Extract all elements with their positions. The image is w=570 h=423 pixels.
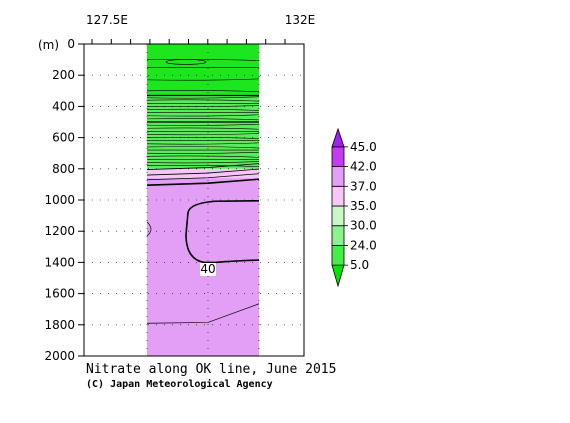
- colorbar-label: 30.0: [350, 219, 377, 233]
- y-tick-label: 1600: [44, 287, 75, 301]
- contour-line: [146, 105, 260, 108]
- contour-line: [146, 168, 260, 176]
- contour-line: [146, 118, 260, 121]
- colorbar-swatch: [331, 225, 345, 246]
- y-tick-label: 800: [52, 162, 75, 176]
- contour-line: [146, 161, 260, 164]
- contour-line: [146, 173, 260, 181]
- colorbar-arrow-high: [331, 127, 345, 148]
- contour-line: [146, 108, 260, 111]
- colorbar-label: 35.0: [350, 199, 377, 213]
- zone-0: [147, 44, 259, 96]
- contour-line: [146, 96, 260, 99]
- contour-line: [146, 136, 260, 139]
- contour-label: 40: [200, 262, 215, 276]
- contour-line: [146, 58, 260, 61]
- y-axis: 0 200 400 600 800 1000 1200 1400 1600 1800 2000: [44, 37, 84, 363]
- contour-line: [146, 90, 260, 93]
- contour-line: [146, 151, 260, 154]
- y-tick-label: 1200: [44, 224, 75, 238]
- colorbar-arrow-low: [331, 264, 345, 288]
- contour-line: [146, 114, 260, 117]
- contour-line: [146, 163, 260, 170]
- contour-line: [146, 127, 260, 130]
- contour-line: [146, 155, 260, 158]
- colorbar-label: 24.0: [350, 238, 377, 252]
- y-tick-label: 1000: [44, 193, 75, 207]
- chart-credit: (C) Japan Meteorological Agency: [86, 378, 273, 390]
- contour-line: [146, 221, 152, 237]
- colorbar-label: 45.0: [350, 140, 377, 154]
- colorbar-label: 42.0: [350, 160, 377, 174]
- y-tick-label: 400: [52, 99, 75, 113]
- colorbar-swatch: [331, 166, 345, 187]
- x-tick-label: 132E: [285, 13, 316, 27]
- contour-lines: [146, 58, 260, 324]
- contour-line: [146, 142, 260, 145]
- contour-40-line: [185, 199, 260, 264]
- contour-label-box: 40: [200, 262, 216, 276]
- y-tick-label: 200: [52, 68, 75, 82]
- colorbar-swatch: [331, 146, 345, 167]
- contour-line: [146, 99, 260, 102]
- y-axis-label: (m): [38, 38, 59, 52]
- x-tick-label: 127.5E: [86, 13, 128, 27]
- contour-line: [146, 146, 260, 149]
- data-zones: [147, 44, 259, 356]
- colorbar-label: 5.0: [350, 258, 369, 272]
- y-tick-label: 1400: [44, 255, 75, 269]
- y-tick-label: 600: [52, 131, 75, 145]
- contour-line: [165, 59, 207, 65]
- colorbar-swatch: [331, 205, 345, 227]
- chart-title: Nitrate along OK line, June 2015: [86, 362, 336, 377]
- colorbar-swatch: [331, 245, 345, 266]
- contour-line: [146, 303, 260, 324]
- contour-line: [146, 133, 260, 136]
- y-tick-label: 0: [67, 37, 75, 51]
- colorbar-label: 37.0: [350, 179, 377, 193]
- x-axis: 127.5E 132E: [86, 13, 315, 44]
- contour-line: [146, 123, 260, 126]
- contour-line: [146, 165, 260, 167]
- contour-line: [146, 78, 260, 81]
- colorbar: 5.0 24.0 30.0 35.0 37.0 42.0 45.0: [331, 127, 377, 288]
- y-tick-label: 2000: [44, 349, 75, 363]
- y-tick-label: 1800: [44, 318, 75, 332]
- colorbar-swatch: [331, 185, 345, 207]
- contour-line: [146, 178, 260, 186]
